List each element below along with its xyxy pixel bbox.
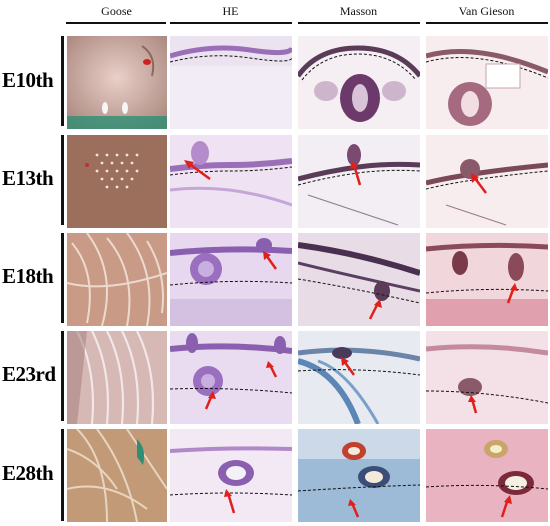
header-rule-goose (66, 22, 166, 24)
row-bar-e23 (61, 331, 64, 421)
he-section-e13 (170, 135, 292, 228)
masson-section-e10 (298, 36, 420, 129)
goose-photo-e23 (67, 331, 167, 424)
vg-section-e23 (426, 331, 548, 424)
goose-photo-e28 (67, 429, 167, 522)
header-masson: Masson (339, 4, 378, 18)
row-bar-e18 (61, 233, 64, 323)
vg-section-e13 (426, 135, 548, 228)
header-van-gieson: Van Gieson (458, 4, 515, 18)
header-goose: Goose (101, 4, 132, 18)
vg-section-e10 (426, 36, 548, 129)
masson-section-e13 (298, 135, 420, 228)
row-label-e23: E23rd (2, 362, 56, 386)
row-bar-e28 (61, 429, 64, 521)
goose-photo-e13 (67, 135, 167, 228)
he-section-e10 (170, 36, 292, 129)
row-label-e18: E18th (2, 264, 54, 288)
vg-section-e18 (426, 233, 548, 326)
row-label-e10: E10th (2, 68, 54, 92)
masson-section-e23 (298, 331, 420, 424)
header-rule-masson (298, 22, 420, 24)
row-label-e13: E13th (2, 166, 54, 190)
row-bar-e10 (61, 36, 64, 126)
vg-section-e28 (426, 429, 548, 522)
masson-section-e28 (298, 429, 420, 522)
he-section-e18 (170, 233, 292, 326)
he-section-e28 (170, 429, 292, 522)
goose-photo-e18 (67, 233, 167, 326)
row-label-e28: E28th (2, 461, 54, 485)
header-he: HE (222, 4, 239, 18)
goose-photo-e10 (67, 36, 167, 129)
header-rule-van-gieson (426, 22, 548, 24)
row-bar-e13 (61, 135, 64, 225)
he-section-e23 (170, 331, 292, 424)
masson-section-e18 (298, 233, 420, 326)
header-rule-he (170, 22, 292, 24)
